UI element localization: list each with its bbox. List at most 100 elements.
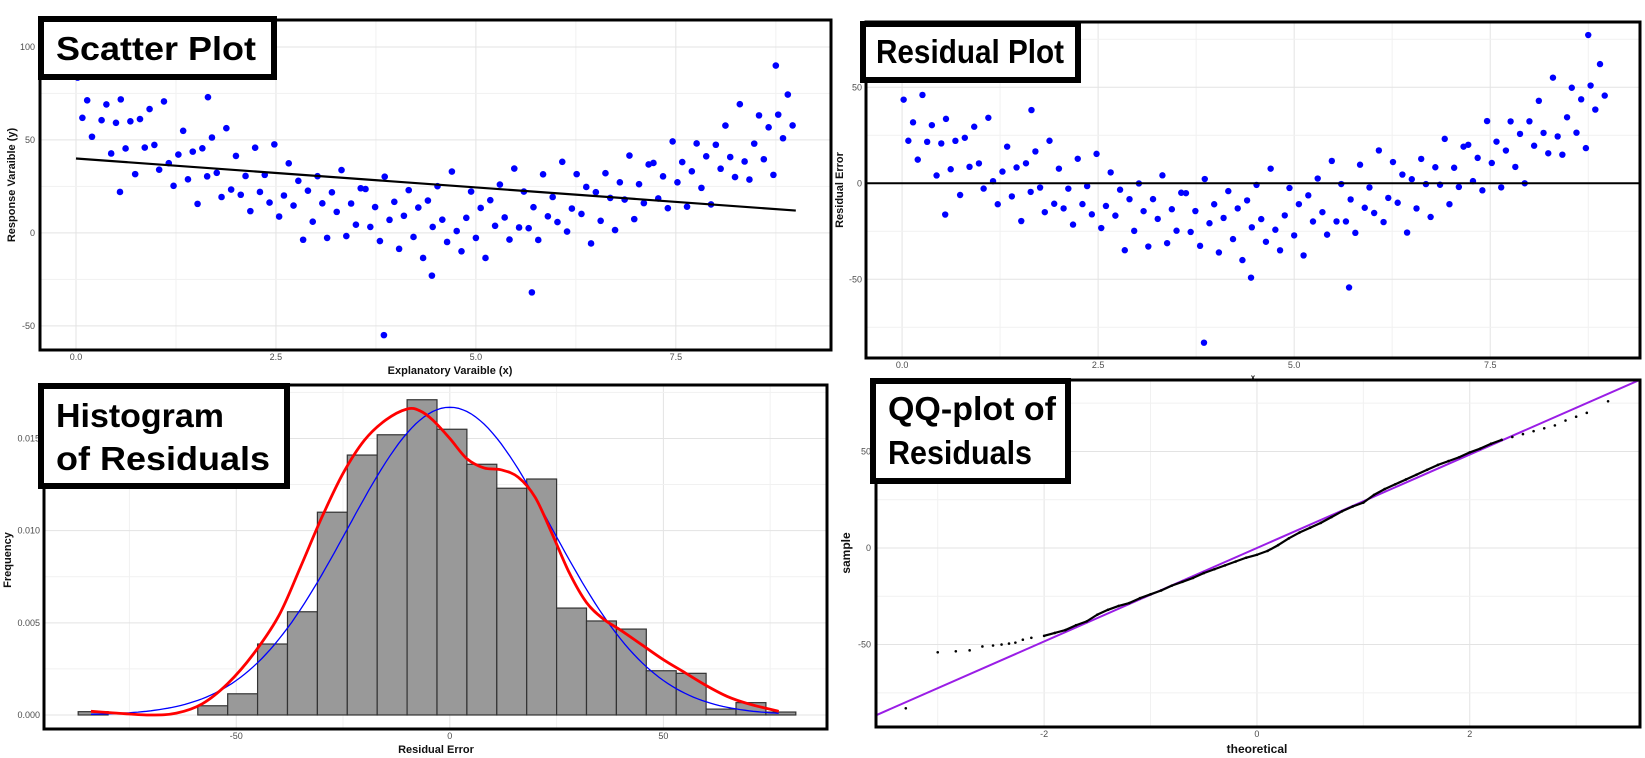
qq-point-run	[1107, 604, 1119, 611]
scatter-point	[122, 145, 129, 152]
histogram-bar	[436, 428, 468, 716]
scatter-point	[688, 168, 696, 175]
scatter-point	[400, 212, 408, 220]
scatter-point	[112, 119, 120, 127]
scatter-point	[549, 193, 556, 201]
residual-point	[1022, 160, 1030, 167]
residual-y-tick-label: 0	[857, 178, 862, 188]
qq-point-run	[1373, 488, 1386, 496]
scatter-point	[462, 214, 470, 222]
residual-point	[1272, 226, 1279, 233]
residual-point	[1281, 212, 1288, 219]
residual-point	[1455, 183, 1463, 191]
qq-point-run	[1362, 494, 1375, 504]
scatter-point	[472, 234, 480, 242]
scatter-point	[630, 215, 638, 223]
qq-point	[1564, 419, 1567, 422]
residual-point	[942, 211, 949, 218]
residual-point	[1319, 208, 1326, 216]
scatter-point	[736, 100, 744, 108]
residual-point	[1046, 137, 1053, 144]
scatter-point	[304, 187, 312, 194]
histogram-x-label: Residual Error	[398, 744, 475, 756]
residual-point	[985, 114, 992, 121]
scatter-y-tick-label: 100	[20, 42, 35, 52]
residual-point	[1450, 164, 1458, 171]
qq-point-run	[1128, 597, 1141, 605]
residual-point	[1083, 182, 1091, 190]
scatter-point	[194, 200, 201, 208]
qq-point-run	[1043, 631, 1056, 637]
qq-point-run	[1203, 568, 1215, 575]
residual-point	[942, 115, 950, 123]
scatter-point	[371, 203, 379, 211]
scatter-point	[151, 141, 158, 149]
scatter-point	[410, 233, 417, 241]
scatter-point	[285, 160, 293, 167]
scatter-point	[429, 223, 437, 231]
residual-point	[1215, 249, 1223, 256]
scatter-point	[563, 228, 571, 235]
residual-point	[1060, 205, 1067, 212]
scatter-point	[770, 171, 777, 179]
scatter-title: Scatter Plot	[56, 30, 256, 67]
qq-point-run	[1256, 549, 1268, 556]
scatter-point	[467, 188, 475, 195]
qq-point	[1542, 426, 1546, 430]
scatter-plot-panel: 0.0 2.5 5.0 7.5 -50 0 50 100	[20, 18, 833, 362]
scatter-point	[424, 197, 432, 204]
scatter-point	[232, 152, 240, 160]
qq-y-tick-label: 0	[866, 543, 871, 553]
scatter-point	[635, 180, 643, 188]
qq-x-tick-label: -2	[1040, 729, 1048, 739]
residual-x-label: x	[1251, 373, 1256, 382]
regression-line	[75, 157, 796, 212]
scatter-point	[506, 236, 513, 243]
residual-point	[947, 166, 954, 173]
scatter-point	[208, 134, 216, 141]
histogram-title-box: Histogram of Residuals	[38, 383, 290, 489]
histogram-bar	[615, 628, 647, 716]
residual-point	[1130, 227, 1138, 235]
residual-point	[1055, 165, 1063, 172]
histogram-bar	[346, 454, 378, 716]
scatter-point	[578, 210, 585, 218]
residual-point	[956, 191, 964, 199]
residual-point	[909, 119, 917, 126]
histogram-x-tick-label: 50	[658, 731, 668, 741]
residual-grid	[866, 22, 1640, 358]
residual-point	[1427, 213, 1434, 221]
residual-point	[1200, 339, 1208, 346]
histogram-panel: -50 0 50 0.000 0.005 0.010 0.015	[17, 383, 829, 741]
residual-point	[1220, 214, 1227, 222]
histogram-bar	[286, 611, 318, 716]
scatter-point	[491, 222, 499, 230]
scatter-y-label: Response Varaible (y)	[6, 128, 18, 243]
residual-y-label: Residual Error	[834, 151, 846, 228]
residual-point	[1051, 200, 1058, 207]
residual-point	[1559, 151, 1566, 158]
residual-title-box: Residual Plot	[860, 21, 1081, 83]
histogram-bar	[705, 708, 737, 716]
scatter-point	[405, 186, 413, 194]
scatter-x-tick-label: 7.5	[670, 352, 683, 362]
scatter-point	[510, 165, 518, 172]
residual-point	[1079, 200, 1086, 208]
scatter-y-tick-label: -50	[22, 321, 35, 331]
residual-point	[1267, 165, 1274, 172]
residual-points	[900, 31, 1608, 346]
residual-point	[1563, 114, 1571, 121]
qq-point-run	[1330, 510, 1343, 519]
residual-point	[1465, 141, 1472, 148]
residual-point	[1154, 215, 1161, 223]
qq-point-run	[1213, 564, 1226, 571]
residual-point	[1342, 218, 1350, 225]
scatter-x-label: Explanatory Varaible (x)	[388, 365, 513, 377]
normal-density-curve	[90, 406, 779, 715]
scatter-point	[247, 207, 254, 215]
scatter-point	[280, 192, 288, 199]
residual-point	[1535, 97, 1543, 105]
residual-point	[1210, 201, 1218, 208]
residual-x-tick-label: 0.0	[896, 360, 909, 370]
residual-point	[1163, 239, 1171, 247]
